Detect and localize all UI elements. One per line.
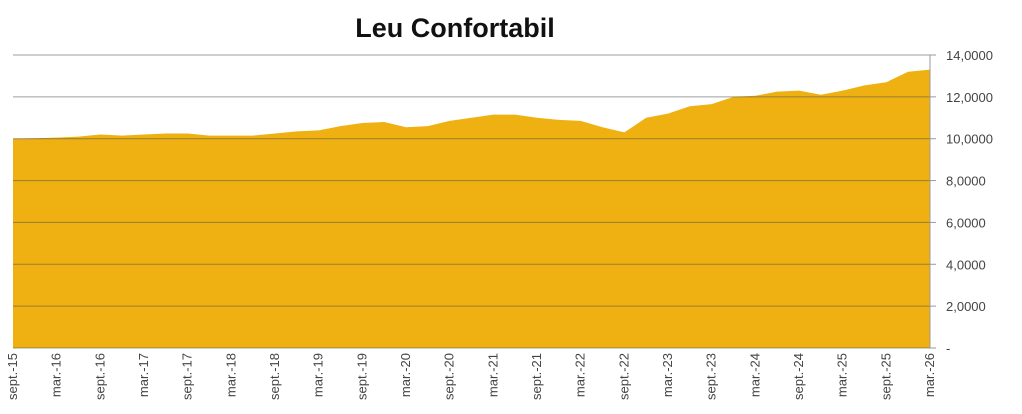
x-tick-label: sept.-25: [878, 353, 893, 400]
x-tick-label: mar.-21: [485, 353, 500, 397]
x-tick-label: sept.-15: [5, 353, 20, 400]
x-tick-label: sept.-20: [442, 353, 457, 400]
y-tick-label: 14,0000: [946, 48, 993, 63]
x-tick-label: mar.-19: [311, 353, 326, 397]
x-tick-label: sept.-23: [704, 353, 719, 400]
x-tick-label: sept.-16: [92, 353, 107, 400]
x-tick-label: mar.-16: [49, 353, 64, 397]
x-tick-label: mar.-24: [747, 353, 762, 397]
y-tick-label: 10,0000: [946, 132, 993, 147]
x-tick-label: sept.-21: [529, 353, 544, 400]
x-tick-label: mar.-20: [398, 353, 413, 397]
area: [13, 69, 930, 349]
x-tick-label: sept.-24: [791, 353, 806, 400]
y-tick-label: 4,0000: [946, 257, 986, 272]
x-tick-label: mar.-17: [136, 353, 151, 397]
y-tick-label: 8,0000: [946, 174, 986, 189]
x-tick-label: mar.-25: [835, 353, 850, 397]
x-tick-label: mar.-18: [223, 353, 238, 397]
chart-title: Leu Confortabil: [355, 13, 554, 43]
y-tick-label: 6,0000: [946, 215, 986, 230]
y-tick-label: -: [946, 341, 950, 356]
x-tick-label: sept.-17: [180, 353, 195, 400]
y-tick-label: 12,0000: [946, 90, 993, 105]
x-tick-label: mar.-22: [573, 353, 588, 397]
x-tick-label: mar.-26: [922, 353, 937, 397]
x-tick-label: mar.-23: [660, 353, 675, 397]
y-tick-label: 2,0000: [946, 299, 986, 314]
x-tick-label: sept.-19: [354, 353, 369, 400]
x-tick-label: sept.-18: [267, 353, 282, 400]
x-tick-label: sept.-22: [616, 353, 631, 400]
